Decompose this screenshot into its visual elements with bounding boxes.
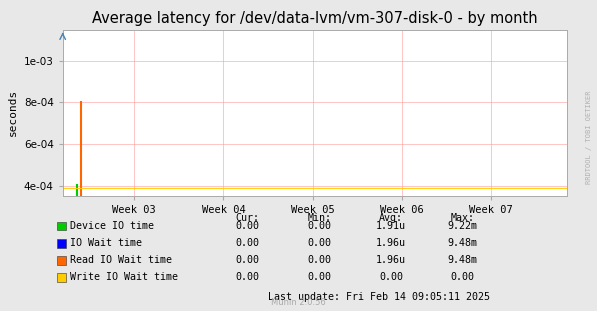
Text: Max:: Max: bbox=[451, 213, 475, 223]
Text: 0.00: 0.00 bbox=[307, 272, 331, 282]
Text: 0.00: 0.00 bbox=[307, 221, 331, 231]
Text: 0.00: 0.00 bbox=[236, 272, 260, 282]
Text: Min:: Min: bbox=[307, 213, 331, 223]
Text: Munin 2.0.56: Munin 2.0.56 bbox=[271, 298, 326, 307]
Text: 9.22m: 9.22m bbox=[448, 221, 478, 231]
Text: 9.48m: 9.48m bbox=[448, 238, 478, 248]
Text: 0.00: 0.00 bbox=[307, 255, 331, 265]
Text: Last update: Fri Feb 14 09:05:11 2025: Last update: Fri Feb 14 09:05:11 2025 bbox=[268, 292, 490, 302]
Text: 1.96u: 1.96u bbox=[376, 238, 406, 248]
Text: Avg:: Avg: bbox=[379, 213, 403, 223]
Text: Read IO Wait time: Read IO Wait time bbox=[70, 255, 172, 265]
Text: 0.00: 0.00 bbox=[236, 238, 260, 248]
Text: RRDTOOL / TOBI OETIKER: RRDTOOL / TOBI OETIKER bbox=[586, 90, 592, 183]
Text: 0.00: 0.00 bbox=[451, 272, 475, 282]
Text: Device IO time: Device IO time bbox=[70, 221, 154, 231]
Text: 0.00: 0.00 bbox=[379, 272, 403, 282]
Text: Cur:: Cur: bbox=[236, 213, 260, 223]
Text: 0.00: 0.00 bbox=[307, 238, 331, 248]
Text: 9.48m: 9.48m bbox=[448, 255, 478, 265]
Text: 1.91u: 1.91u bbox=[376, 221, 406, 231]
Title: Average latency for /dev/data-lvm/vm-307-disk-0 - by month: Average latency for /dev/data-lvm/vm-307… bbox=[92, 11, 538, 26]
Text: IO Wait time: IO Wait time bbox=[70, 238, 142, 248]
Text: 0.00: 0.00 bbox=[236, 255, 260, 265]
Text: 1.96u: 1.96u bbox=[376, 255, 406, 265]
Y-axis label: seconds: seconds bbox=[8, 89, 19, 136]
Text: Write IO Wait time: Write IO Wait time bbox=[70, 272, 178, 282]
Text: 0.00: 0.00 bbox=[236, 221, 260, 231]
